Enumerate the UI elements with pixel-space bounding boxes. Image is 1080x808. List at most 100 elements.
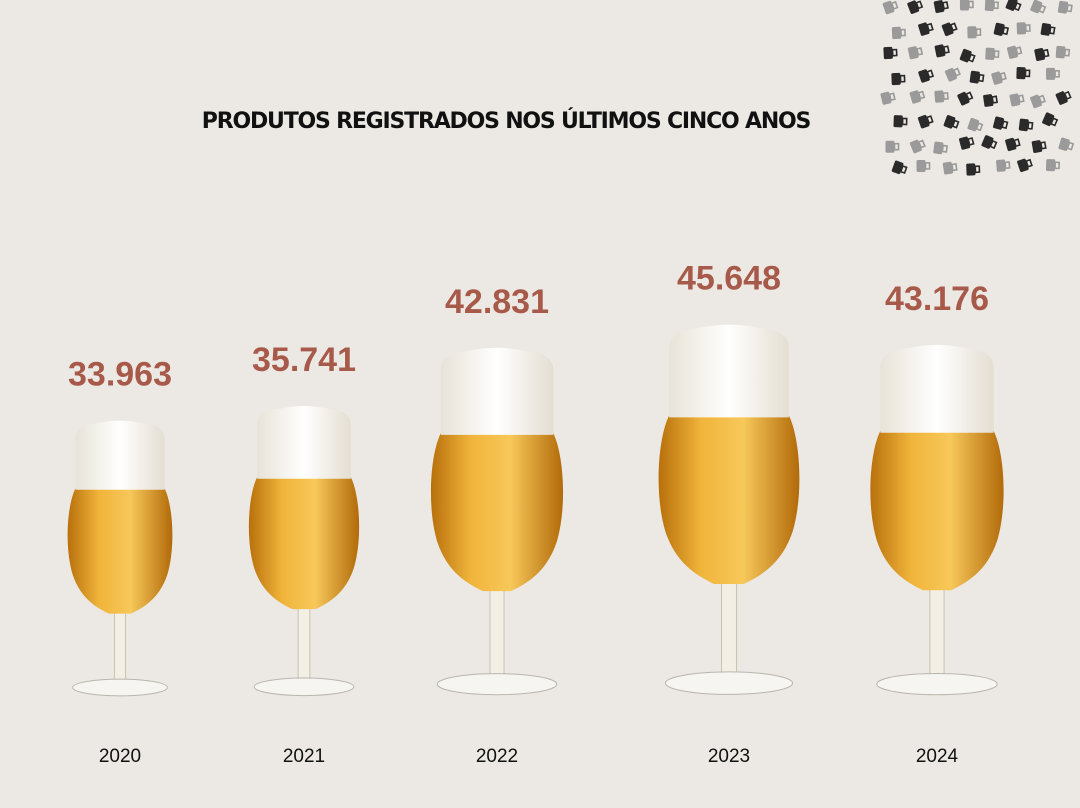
mug-icon [1058,137,1075,151]
x-tick-label: 2024 [916,746,959,767]
mug-icon [918,22,934,36]
x-tick-label: 2022 [476,746,518,767]
mug-body [1006,45,1018,59]
mug-handle [952,67,961,77]
beer-foam [669,324,789,418]
mug-body [967,26,977,39]
mug-body [883,46,893,60]
decorative-pattern [880,0,1075,176]
mug-handle [899,165,908,175]
mug-body [933,0,945,14]
mug-icon [909,90,926,104]
glass-foot [665,672,792,694]
glass-stem [298,606,310,682]
mug-icon [1030,0,1047,14]
mug-body [1016,67,1026,80]
mug-body [934,90,945,103]
mug-body [1058,137,1070,151]
mug-icon [967,26,982,39]
mug-icon [907,0,924,14]
value-label: 42.831 [445,283,549,321]
x-tick-label: 2021 [283,746,325,767]
mug-handle [941,1,949,10]
glass-foot [437,674,556,695]
mug-body [1046,67,1056,80]
mug-icon [943,115,960,129]
mug-icon [957,91,974,106]
mug-handle [900,28,906,37]
mug-icon [1046,67,1060,80]
mug-icon [1016,22,1031,35]
mug-body [891,26,902,40]
beer-foam [75,420,165,490]
mug-icon [883,46,898,60]
mug-body [916,159,926,173]
mug-handle [951,163,958,172]
beer-glass [659,324,800,695]
mug-icon [885,140,900,153]
mug-handle [916,47,924,56]
mug-handle [915,0,924,10]
mug-icon [1045,159,1061,172]
mug-handle [1017,94,1025,103]
beer-bowl [67,488,173,614]
mug-icon [1018,118,1034,132]
mug-handle [993,50,1000,59]
mug-body [1040,22,1051,36]
mug-body [885,140,895,153]
mug-handle [917,139,926,149]
mug-handle [967,137,975,146]
mug-icon [959,48,976,63]
mug-handle [1001,26,1010,36]
mug-handle [924,162,931,170]
mug-icon [1009,93,1025,107]
mug-handle [1063,90,1072,101]
mug-handle [1039,141,1047,150]
glass-stem [930,587,944,679]
mug-handle [888,92,896,102]
beer-foam [880,344,994,433]
mug-icon [1040,22,1056,36]
mug-icon [969,70,985,84]
mug-handle [1063,48,1071,57]
mug-icon [1016,67,1031,80]
mug-icon [934,90,949,103]
mug-handle [1027,121,1034,130]
mug-icon [967,117,984,132]
beer-bowl [248,477,360,610]
mug-icon [993,22,1010,36]
beer-bowl [430,433,564,592]
mug-body [992,116,1005,130]
mug-icon [934,44,950,58]
mug-icon [981,135,998,150]
mug-icon [996,159,1011,172]
mug-icon [891,160,908,175]
mug-icon [933,0,949,14]
beer-foam [257,406,351,479]
mug-handle [974,165,981,174]
mug-handle [1066,141,1075,151]
glass-foot [877,673,997,694]
value-label: 45.648 [677,260,781,298]
mug-handle [999,71,1007,81]
mug-handle [891,48,898,57]
mug-icon [983,94,998,107]
mug-body [909,90,921,104]
mug-body [983,94,994,107]
beer-glass [430,347,564,695]
mug-icon [933,141,949,155]
mug-icon [984,0,1000,12]
mug-handle [901,117,908,126]
mug-handle [1054,161,1061,170]
mug-body [984,0,995,12]
mug-handle [949,22,958,32]
mug-handle [1004,161,1011,170]
mug-handle [926,69,935,79]
mug-icon [959,0,974,11]
mug-icon [918,69,935,83]
mug-body [1018,118,1029,132]
mug-body [1031,140,1043,153]
mug-icon [893,115,908,128]
mug-handle [993,1,1000,10]
